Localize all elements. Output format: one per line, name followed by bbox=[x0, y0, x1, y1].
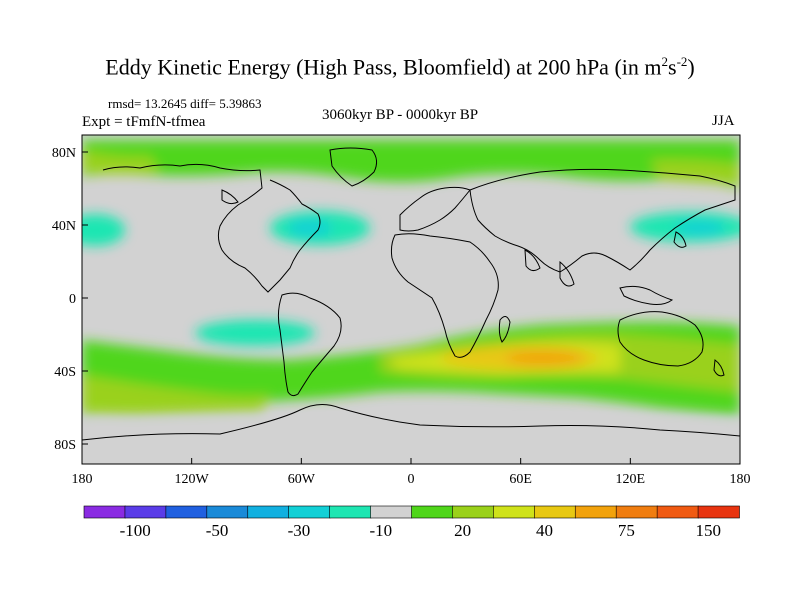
coast-japan bbox=[673, 231, 687, 248]
coast-north-america bbox=[102, 163, 321, 293]
colorbar-label: -30 bbox=[288, 521, 311, 540]
y-tick-label: 40N bbox=[52, 219, 76, 234]
x-tick-label: 0 bbox=[408, 472, 415, 487]
colorbar-label: 20 bbox=[454, 521, 471, 540]
coastlines bbox=[82, 147, 740, 441]
x-tick-label: 60E bbox=[509, 472, 532, 487]
colorbar-label: -10 bbox=[369, 521, 392, 540]
x-tick-label: 180 bbox=[72, 472, 93, 487]
y-tick-label: 80S bbox=[54, 438, 76, 453]
colorbar-swatch bbox=[124, 505, 167, 519]
experiment-label: Expt = tFmfN-tfmea bbox=[82, 114, 206, 130]
colorbar-swatch bbox=[452, 505, 495, 519]
x-tick-label: 120E bbox=[616, 472, 646, 487]
colorbar-swatch bbox=[206, 505, 249, 519]
coast-south-america bbox=[277, 292, 342, 397]
colorbar-swatch bbox=[493, 505, 536, 519]
colorbar-labels: -100 -50 -30 -10 20 40 75 150 bbox=[120, 521, 721, 540]
colorbar-swatch bbox=[83, 505, 126, 519]
colorbar-swatch bbox=[411, 505, 454, 519]
y-tick-label: 40S bbox=[54, 365, 76, 380]
contour-fill bbox=[82, 140, 740, 464]
colorbar-swatch bbox=[656, 505, 699, 519]
x-tick-label: 60W bbox=[288, 472, 316, 487]
map-background bbox=[82, 135, 740, 464]
y-tick-label: 80N bbox=[52, 146, 76, 161]
colorbar-label: 75 bbox=[618, 521, 635, 540]
y-tick-label: 0 bbox=[69, 292, 76, 307]
coast-greenland bbox=[329, 147, 378, 187]
coast-new-zealand bbox=[713, 359, 725, 377]
period-label: 3060kyr BP - 0000kyr BP bbox=[321, 107, 479, 123]
colorbar-swatch bbox=[165, 505, 208, 519]
colorbar-swatch bbox=[615, 505, 658, 519]
coast-india bbox=[559, 260, 575, 287]
coast-indonesia bbox=[619, 285, 674, 305]
colorbar-swatch bbox=[288, 505, 331, 519]
coast-africa bbox=[390, 233, 499, 358]
coast-europe bbox=[399, 186, 471, 232]
colorbar-swatch bbox=[247, 505, 290, 519]
season-label: JJA bbox=[712, 113, 735, 129]
stats-label: rmsd= 13.2645 diff= 5.39863 bbox=[108, 96, 262, 111]
x-axis: 180 120W 60W 0 60E 120E 180 bbox=[72, 458, 751, 487]
colorbar-swatch bbox=[370, 505, 413, 519]
colorbar bbox=[83, 505, 740, 519]
coast-arabia bbox=[524, 249, 541, 272]
coast-asia bbox=[469, 168, 736, 273]
colorbar-swatch bbox=[534, 505, 577, 519]
coast-hudson-bay bbox=[221, 189, 239, 205]
x-tick-label: 180 bbox=[730, 472, 751, 487]
figure-title: Eddy Kinetic Energy (High Pass, Bloomfie… bbox=[105, 54, 695, 80]
coast-australia bbox=[617, 311, 704, 367]
colorbar-label: -50 bbox=[206, 521, 229, 540]
coast-antarctica bbox=[82, 404, 740, 441]
colorbar-label: 40 bbox=[536, 521, 553, 540]
colorbar-swatch bbox=[574, 505, 617, 519]
x-tick-label: 120W bbox=[175, 472, 210, 487]
colorbar-swatch bbox=[329, 505, 372, 519]
y-axis: 80N 40N 0 40S 80S bbox=[52, 146, 88, 453]
map-panel bbox=[82, 135, 740, 464]
colorbar-label: -100 bbox=[120, 521, 151, 540]
colorbar-swatch bbox=[697, 505, 740, 519]
colorbar-label: 150 bbox=[696, 521, 722, 540]
coast-madagascar bbox=[498, 316, 511, 343]
